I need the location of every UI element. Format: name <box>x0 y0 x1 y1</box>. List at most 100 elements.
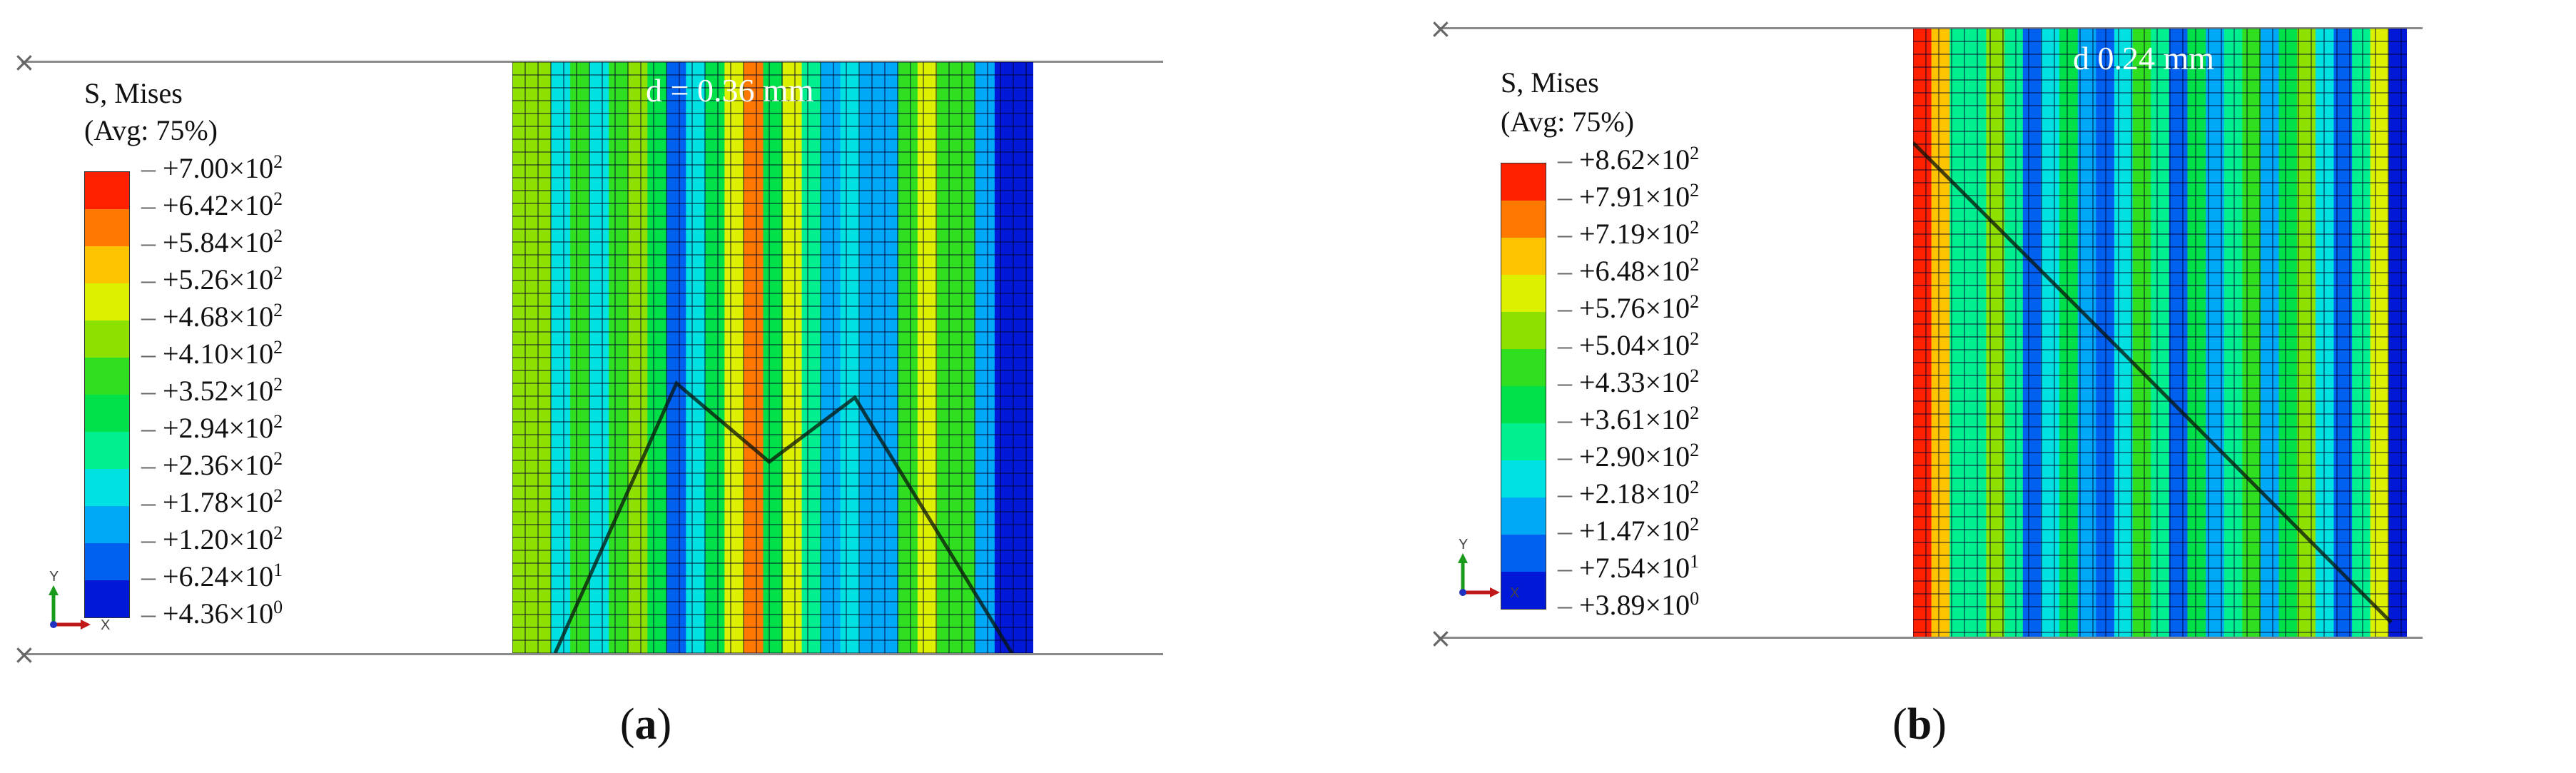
stress-band <box>2114 29 2134 637</box>
stress-band <box>2370 29 2390 637</box>
legend-tick-label: – +5.84×102 <box>141 226 283 258</box>
stress-band <box>898 62 918 653</box>
stress-band <box>2132 29 2152 637</box>
stress-band <box>2169 29 2189 637</box>
legend-tick-label: – +6.48×102 <box>1558 254 1700 287</box>
stress-band <box>2004 29 2024 637</box>
stress-band <box>801 62 822 653</box>
legend-averaging: (Avg: 75%) <box>1501 106 1634 138</box>
legend-tick-label: – +6.42×102 <box>141 188 283 221</box>
panel-a: × × S, Mises (Avg: 75%) d = 0.36 mm Y X … <box>13 49 1163 749</box>
legend-tick-label: – +3.89×100 <box>1558 588 1700 621</box>
color-bar-swatch <box>1501 535 1546 572</box>
stress-band <box>609 62 629 653</box>
stress-band <box>2059 29 2079 637</box>
legend-tick-label: – +5.26×102 <box>141 263 283 295</box>
stress-band <box>821 62 841 653</box>
color-bar-swatch <box>1501 312 1546 349</box>
stress-band <box>1967 29 1987 637</box>
stress-band <box>2096 29 2115 637</box>
stress-band <box>2261 29 2280 637</box>
stress-band <box>782 62 803 653</box>
axis-x-label: X <box>1510 585 1519 601</box>
stress-band <box>2041 29 2060 637</box>
axis-triad: Y X <box>49 571 110 633</box>
caption-letter: b <box>1907 700 1932 749</box>
mesh-specimen <box>512 62 1033 653</box>
legend-tick-label: – +1.47×102 <box>1558 514 1700 547</box>
stress-band <box>705 62 726 653</box>
panel-caption: (b) <box>1892 700 1947 749</box>
bottom-boundary-marker: × <box>13 639 36 670</box>
legend-tick-label: – +4.33×102 <box>1558 365 1700 398</box>
legend-tick-label: – +5.76×102 <box>1558 291 1700 324</box>
legend-tick-label: – +4.36×100 <box>141 597 283 630</box>
stress-band <box>1949 29 1969 637</box>
shear-fold <box>1913 141 2393 624</box>
stress-band <box>2187 29 2206 637</box>
stress-band <box>512 62 532 653</box>
legend-tick-label: – +7.91×102 <box>1558 180 1700 213</box>
stress-band <box>724 62 745 653</box>
legend-tick-label: – +1.20×102 <box>141 522 283 555</box>
displacement-label: d = 0.36 mm <box>646 72 814 108</box>
stress-band <box>840 62 861 653</box>
bottom-boundary-line <box>21 653 1163 655</box>
stress-band <box>2242 29 2261 637</box>
stress-band <box>2206 29 2225 637</box>
axis-y-label: Y <box>1459 539 1468 552</box>
stress-band <box>763 62 784 653</box>
stress-band <box>975 62 995 653</box>
stress-band <box>2388 29 2407 637</box>
color-bar-swatch <box>1501 201 1546 238</box>
panel-caption: (a) <box>619 700 672 749</box>
color-bar-swatch <box>1501 163 1546 201</box>
stress-band <box>1913 29 1932 637</box>
legend-tick-label: – +8.62×102 <box>1558 143 1700 176</box>
color-bar-swatch <box>1501 349 1546 386</box>
caption-letter: a <box>634 700 657 749</box>
mesh-grid <box>512 62 1033 653</box>
stress-band <box>936 62 957 653</box>
color-bar-swatch <box>1501 423 1546 460</box>
legend-title: S, Mises <box>1501 66 1599 98</box>
color-bar-swatch <box>85 320 129 358</box>
stress-band <box>878 62 899 653</box>
stress-band <box>570 62 591 653</box>
stress-band <box>647 62 668 653</box>
top-boundary-line <box>21 61 1163 63</box>
stress-band <box>2352 29 2371 637</box>
shear-fold <box>553 380 1014 653</box>
stress-band <box>994 62 1015 653</box>
legend-tick-label: – +3.52×102 <box>141 374 283 407</box>
color-bar-swatch <box>85 580 129 617</box>
legend-tick-label: – +4.68×102 <box>141 300 283 333</box>
stress-band <box>955 62 976 653</box>
legend-tick-label: – +5.04×102 <box>1558 328 1700 361</box>
stress-band <box>917 62 938 653</box>
stress-band <box>2278 29 2298 637</box>
legend-tick-label: – +2.36×102 <box>141 448 283 481</box>
bottom-boundary-marker: × <box>1429 622 1452 654</box>
displacement-label: d 0.24 mm <box>2073 40 2215 76</box>
mesh-specimen <box>1913 29 2407 637</box>
color-bar-swatch <box>85 506 129 543</box>
legend-title: S, Mises <box>84 77 183 109</box>
stress-band <box>2151 29 2170 637</box>
stress-band <box>686 62 706 653</box>
stress-band <box>551 62 572 653</box>
axis-triad: Y X <box>1458 539 1519 601</box>
stress-band <box>2315 29 2335 637</box>
stress-band <box>532 62 552 653</box>
color-bar-swatch <box>85 469 129 506</box>
stress-band <box>859 62 880 653</box>
panel-b: × × S, Mises (Avg: 75%) d 0.24 mm Y X (b… <box>1288 0 2576 773</box>
stress-band <box>2022 29 2042 637</box>
legend-tick-label: – +2.18×102 <box>1558 477 1700 510</box>
color-bar-swatch <box>85 283 129 320</box>
color-bar-swatch <box>1501 497 1546 535</box>
stress-band <box>1014 62 1033 653</box>
color-bar-swatch <box>1501 238 1546 275</box>
legend-tick-label: – +7.54×101 <box>1558 551 1700 584</box>
color-bar-swatch <box>85 209 129 246</box>
